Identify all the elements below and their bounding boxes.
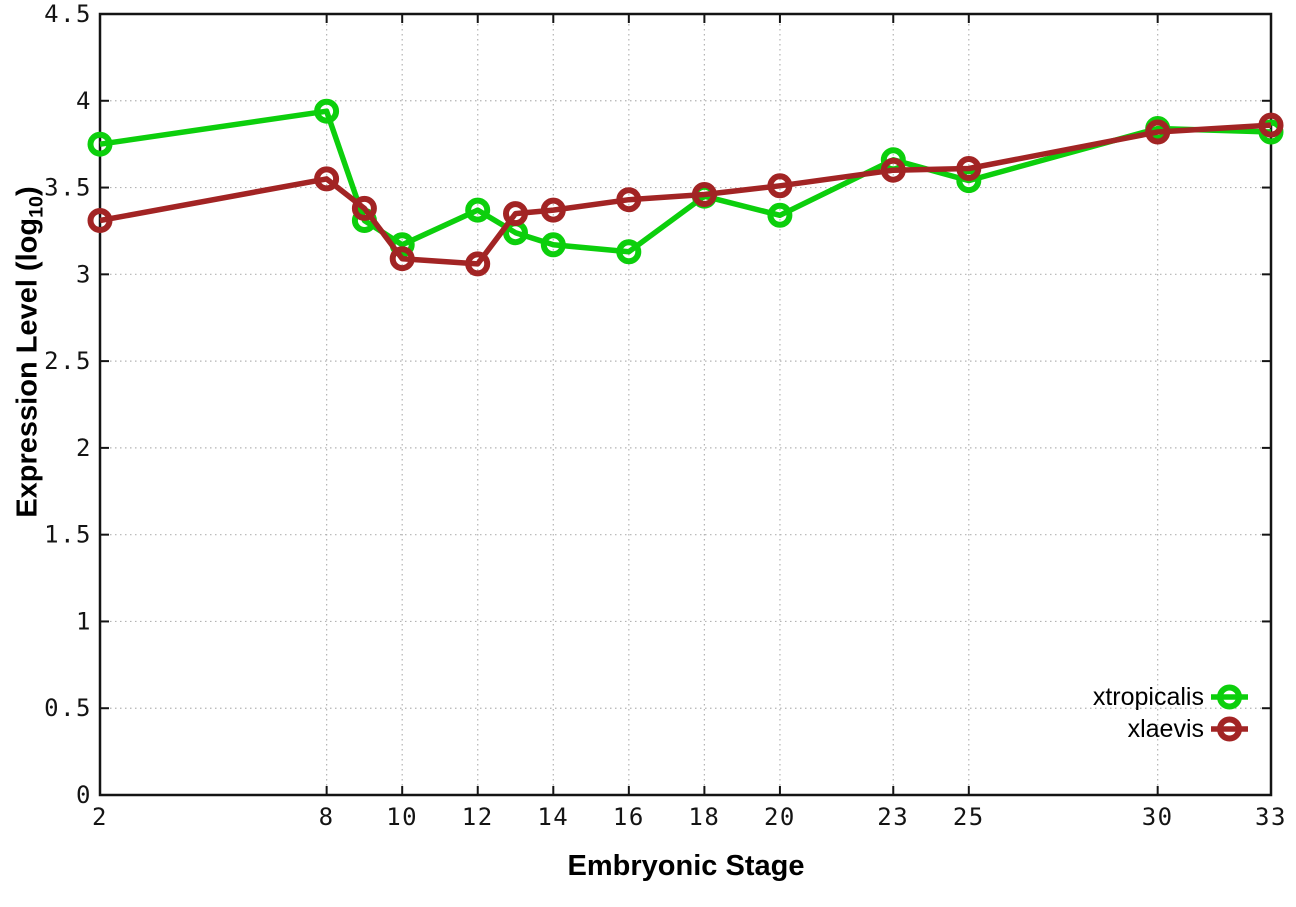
x-tick-label: 25 [953,803,985,831]
y-tick-label: 1.5 [44,521,92,549]
y-tick-label: 2 [76,434,92,462]
legend-marker-xlaevis [1217,716,1242,742]
data-point-xlaevis [1258,112,1284,138]
data-point-xtropicalis [616,239,642,265]
x-tick-label: 12 [462,803,494,831]
y-tick-label: 4 [76,87,92,115]
data-point-xtropicalis [465,197,491,223]
data-point-xtropicalis [540,232,566,258]
data-point-xlaevis [880,157,906,183]
y-tick-label: 1 [76,607,92,635]
x-tick-label: 2 [92,803,108,831]
x-tick-label: 8 [319,803,335,831]
y-axis-title-text: Expression Level (log [11,217,44,518]
x-tick-label: 33 [1255,803,1287,831]
y-tick-label: 2.5 [44,347,92,375]
series-line-xtropicalis [99,108,1272,255]
x-tick-label: 30 [1142,803,1174,831]
data-point-xlaevis [767,173,793,199]
data-point-xlaevis [314,166,340,192]
y-tick-label: 4.5 [44,0,92,28]
legend-label-xtropicalis: xtropicalis [1093,683,1204,711]
y-axis-title-close: ) [11,186,44,196]
data-point-xlaevis [465,251,491,277]
data-point-xlaevis [616,187,642,213]
x-tick-label: 23 [877,803,909,831]
data-point-xlaevis [691,182,717,207]
y-tick-label: 0.5 [44,694,92,722]
data-point-xtropicalis [87,131,113,157]
data-point-xtropicalis [314,98,340,124]
legend-item-xlaevis: xlaevis [1128,715,1248,743]
legend-marker-xtropicalis [1217,684,1242,710]
y-tick-label: 3.5 [44,174,92,202]
y-axis-title: Expression Level (log10) [12,186,49,517]
data-point-xlaevis [389,246,415,272]
y-tick-label: 3 [76,260,92,288]
plot-border [98,12,1273,797]
x-axis-title: Embryonic Stage [567,850,805,882]
x-tick-label: 18 [688,803,720,831]
data-point-xlaevis [503,201,528,227]
y-tick-label: 0 [76,781,92,809]
series-line-xlaevis [99,122,1272,267]
data-point-xtropicalis [767,202,793,228]
x-tick-label: 14 [537,803,569,831]
x-tick-label: 20 [764,803,796,831]
x-tick-label: 10 [386,803,418,831]
y-axis-title-subscript: 10 [25,195,48,218]
legend-label-xlaevis: xlaevis [1128,715,1204,743]
x-tick-label: 16 [613,803,645,831]
data-point-xlaevis [87,208,113,233]
data-point-xlaevis [1145,119,1171,145]
data-point-xlaevis [540,197,566,223]
legend-item-xtropicalis: xtropicalis [1093,683,1248,711]
data-point-xlaevis [956,156,982,181]
data-point-xlaevis [351,195,377,221]
